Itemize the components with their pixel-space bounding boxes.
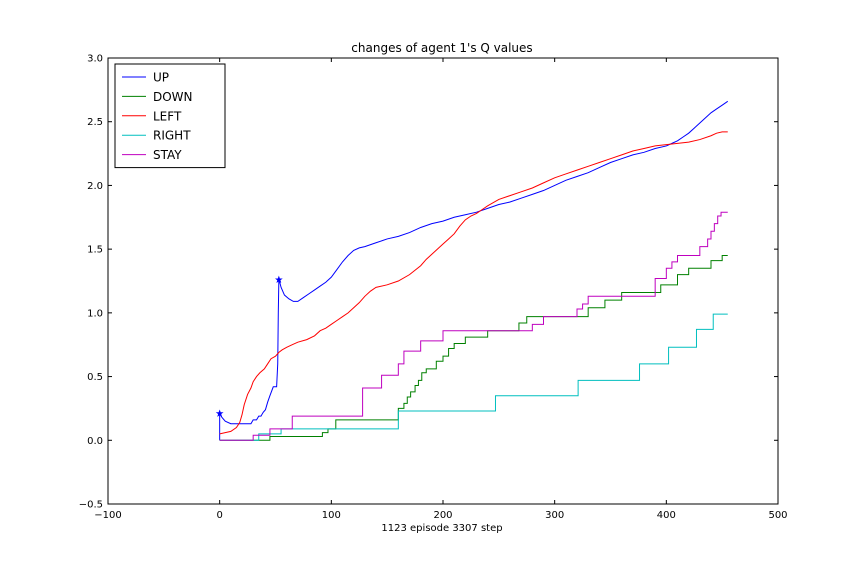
legend-label-left: LEFT [153, 109, 182, 123]
y-tick-label: 1.5 [87, 245, 103, 256]
legend-label-up: UP [153, 71, 169, 85]
x-tick-label: 0 [216, 510, 222, 521]
ticks-layer: −100 0 100 200 300 400 500 −0.5 0.0 0.5 1.0 1.5 2.0 2… [79, 54, 788, 522]
y-tick-label: 0.0 [87, 436, 103, 447]
x-tick-label: 100 [322, 510, 341, 521]
series-layer [215, 100, 729, 441]
x-tick-label: 300 [545, 510, 564, 521]
series-line-right [219, 313, 728, 441]
y-tick-label: 1.0 [87, 308, 103, 319]
x-tick-label: 500 [768, 510, 787, 521]
x-tick-label: 400 [657, 510, 676, 521]
legend-label-right: RIGHT [153, 129, 191, 143]
y-tick-label: 2.0 [87, 181, 103, 192]
series-line-up [219, 100, 729, 441]
legend-label-stay: STAY [153, 148, 182, 162]
x-tick-label: −100 [94, 510, 121, 521]
series-line-stay [219, 211, 728, 441]
legend: UP DOWN LEFT RIGHT STAY [114, 63, 226, 169]
y-tick-label: 0.5 [87, 372, 103, 383]
series-marker-up-1 [274, 275, 283, 284]
series-line-left [219, 131, 728, 435]
x-axis-label: 1123 episode 3307 step [381, 523, 502, 534]
legend-label-down: DOWN [153, 90, 193, 104]
y-tick-label: −0.5 [79, 500, 103, 511]
y-tick-label: 2.5 [87, 117, 103, 128]
series-marker-up-0 [215, 409, 224, 417]
x-tick-label: 200 [433, 510, 452, 521]
chart-title: changes of agent 1's Q values [351, 41, 532, 55]
y-tick-label: 3.0 [87, 54, 103, 65]
